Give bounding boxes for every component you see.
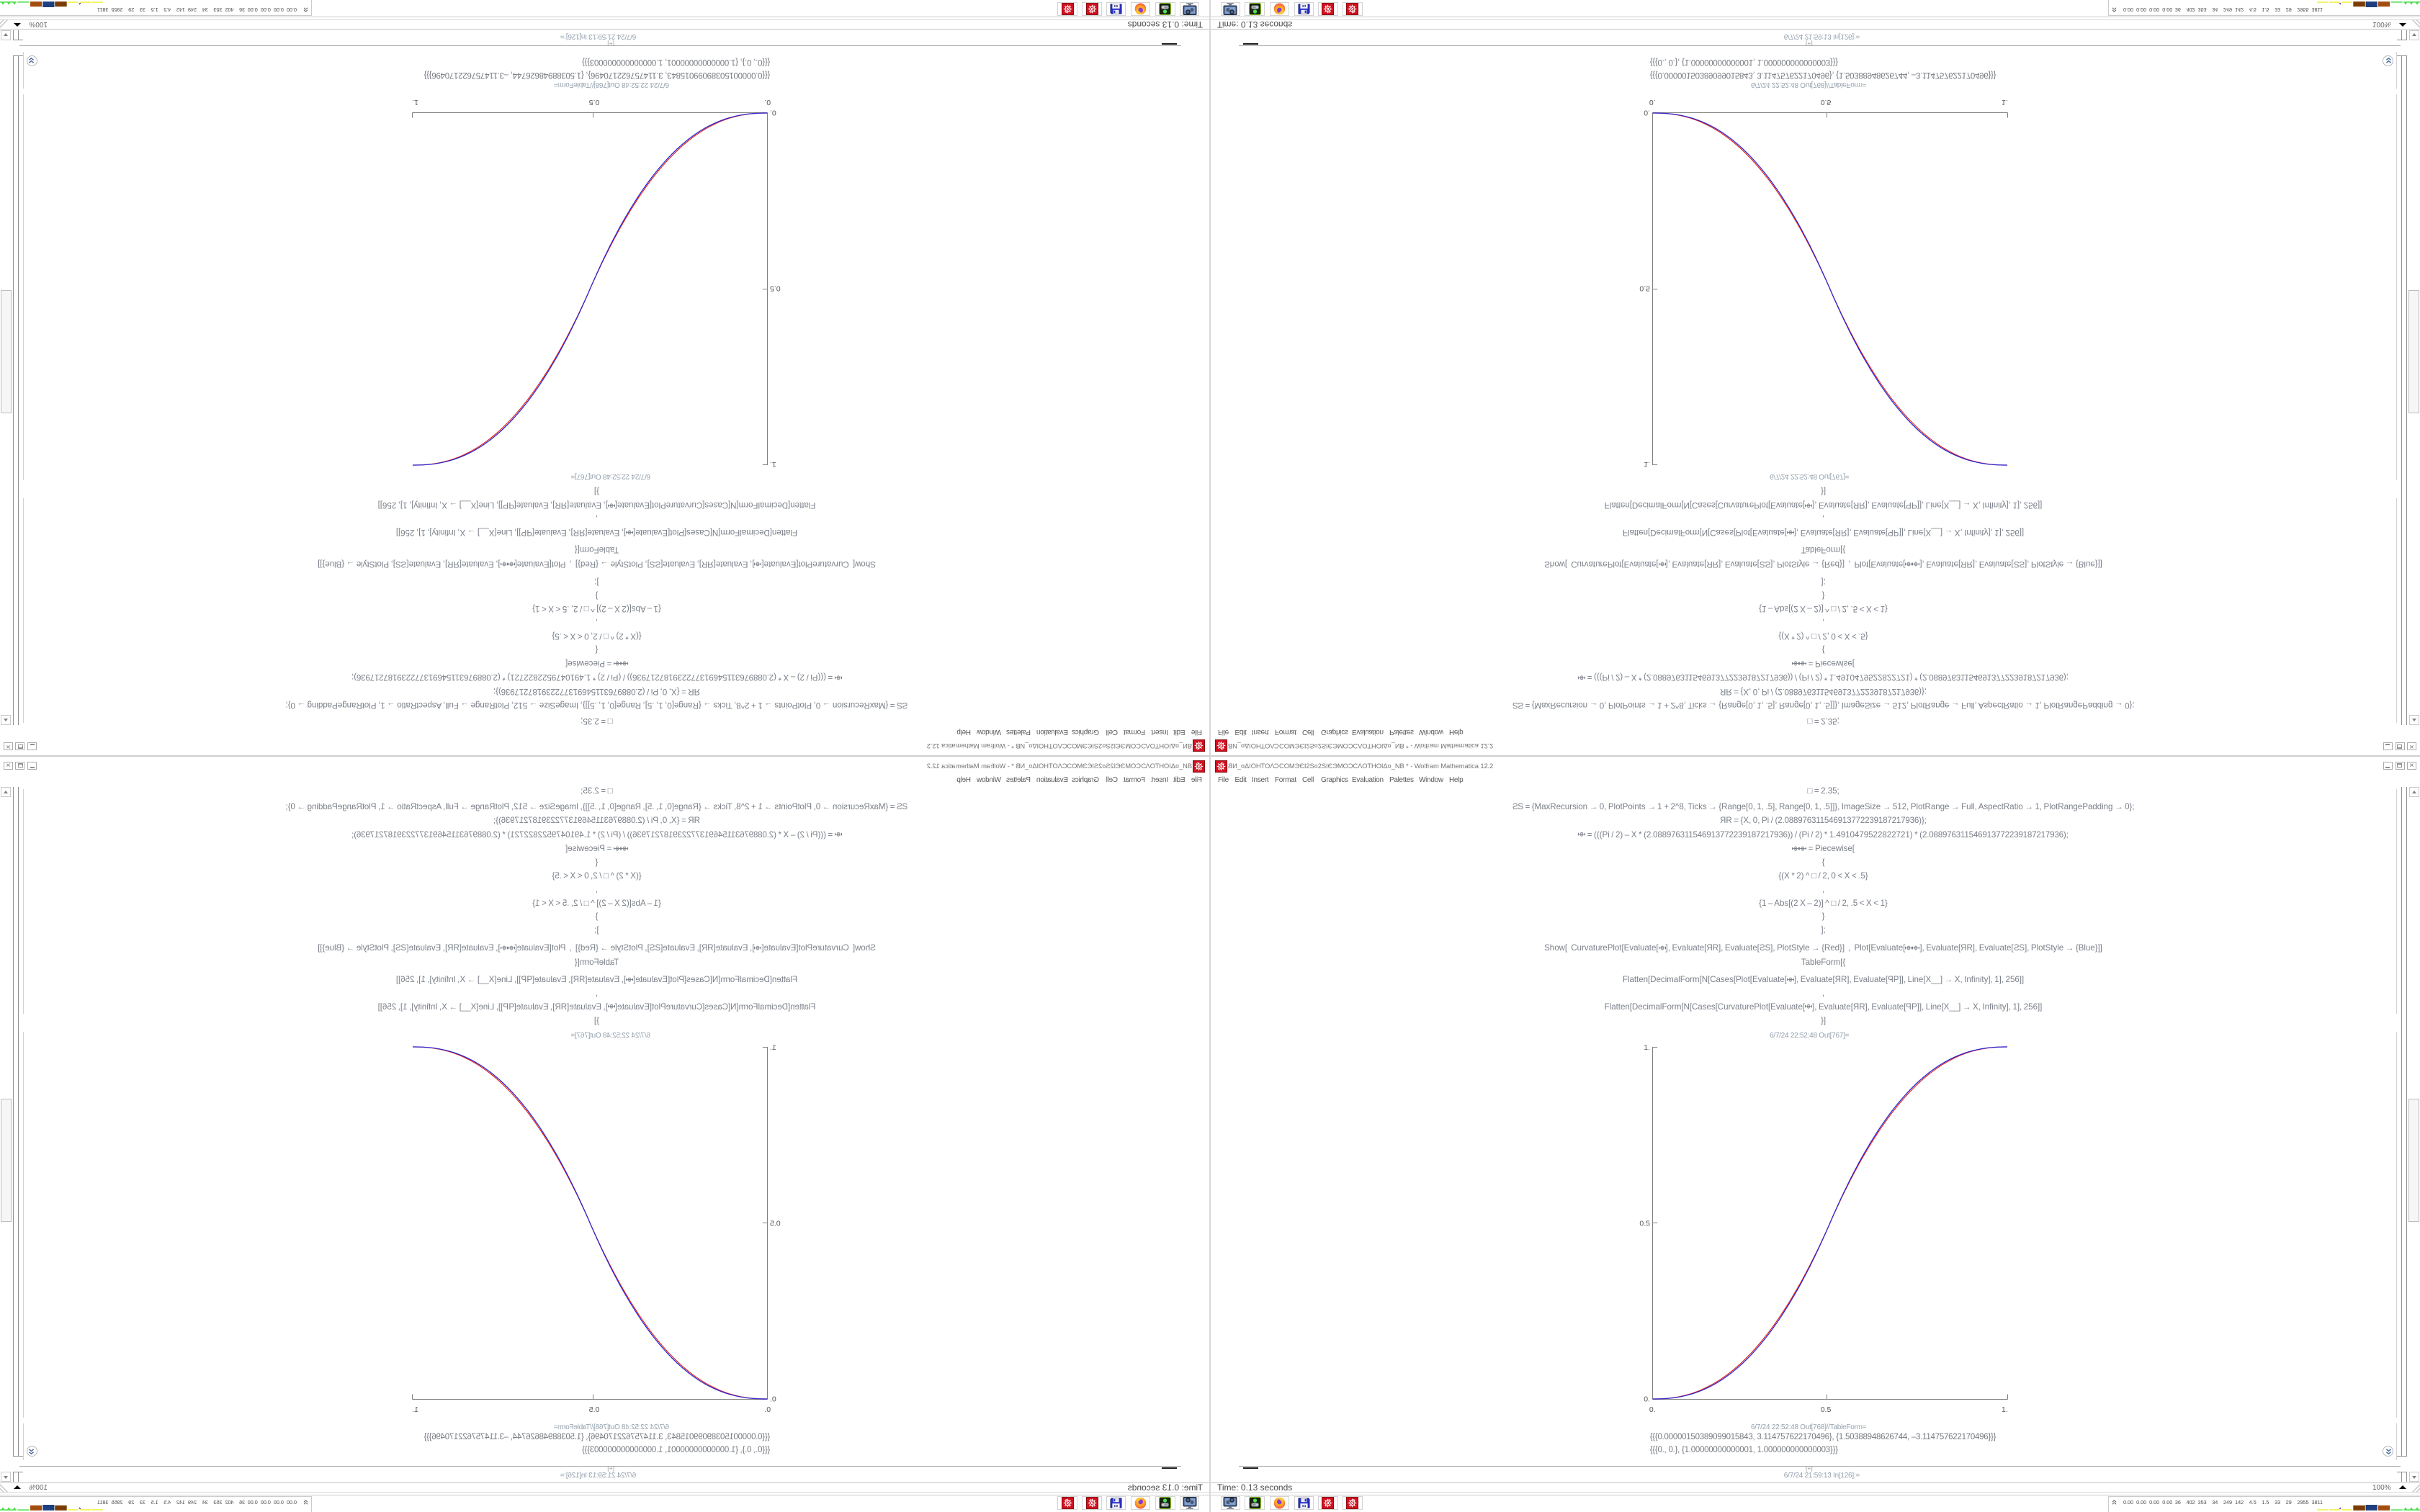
svg-text:1.: 1. [412, 99, 418, 107]
svg-text:1.: 1. [1644, 461, 1650, 469]
svg-text:0.5: 0.5 [770, 284, 781, 293]
svg-text:0.: 0. [1644, 1395, 1650, 1403]
svg-text:0.5: 0.5 [1639, 284, 1650, 293]
svg-text:0.: 0. [764, 99, 771, 107]
svg-text:0.: 0. [1649, 1405, 1656, 1414]
svg-text:64: 64 [1302, 4, 1307, 8]
svg-text:0.5: 0.5 [589, 1405, 600, 1414]
svg-text:0.5: 0.5 [770, 1219, 781, 1228]
svg-text:1.: 1. [770, 461, 776, 469]
svg-text:0.5: 0.5 [589, 99, 600, 107]
svg-text:0.: 0. [1649, 99, 1656, 107]
svg-text:1.: 1. [1644, 1043, 1650, 1052]
svg-text:0.: 0. [770, 1395, 776, 1403]
svg-text:0.: 0. [770, 109, 776, 117]
svg-text:1.: 1. [770, 1043, 776, 1052]
svg-text:0.5: 0.5 [1639, 1219, 1650, 1228]
svg-text:64: 64 [1114, 1504, 1119, 1508]
svg-text:0.5: 0.5 [1821, 1405, 1832, 1414]
svg-text:0.: 0. [764, 1405, 771, 1414]
svg-text:1.: 1. [2002, 1405, 2008, 1414]
svg-text:0.5: 0.5 [1821, 99, 1832, 107]
svg-text:64: 64 [1302, 1504, 1307, 1508]
svg-text:0.: 0. [1644, 109, 1650, 117]
svg-text:1.: 1. [412, 1405, 418, 1414]
svg-text:64: 64 [1114, 4, 1119, 8]
svg-text:1.: 1. [2002, 99, 2008, 107]
